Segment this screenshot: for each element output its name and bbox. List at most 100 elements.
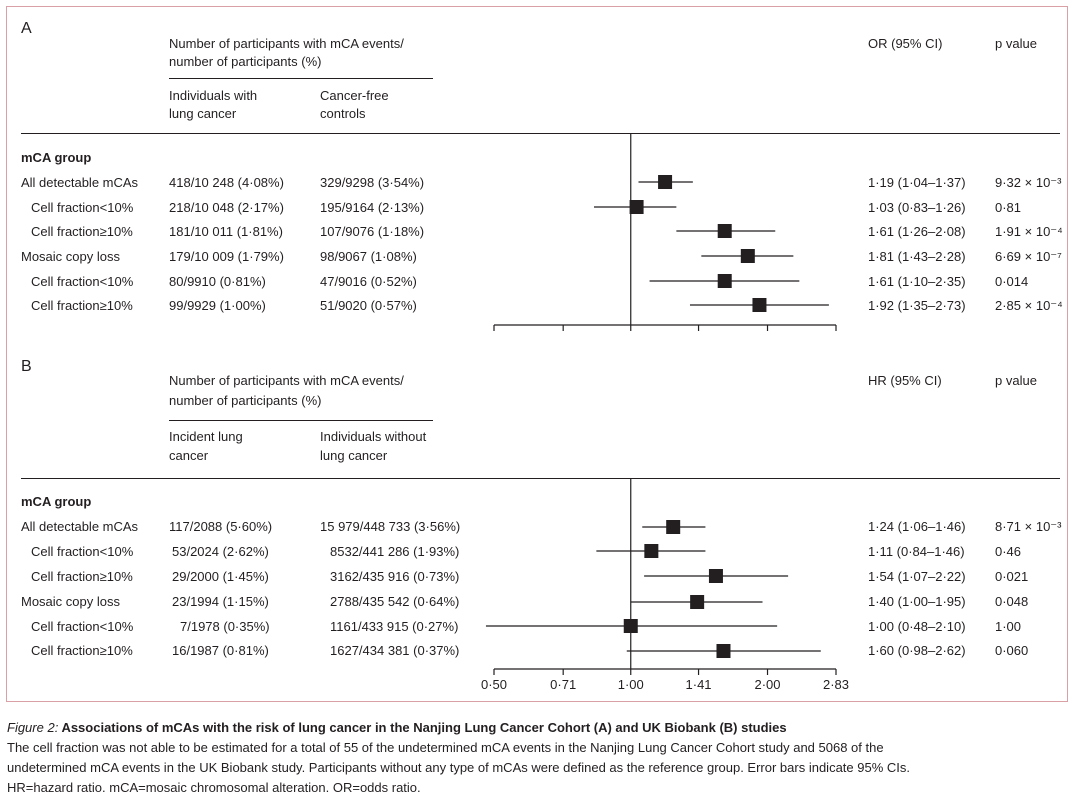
row-label: Cell fraction≥10% [31,298,133,313]
col2-header-line2: controls [320,106,366,121]
effect-value: 1·61 (1·10–2·35) [868,274,966,289]
effect-value: 1·19 (1·04–1·37) [868,175,966,190]
header-rule [169,78,433,79]
point-estimate [717,224,732,238]
row-label: Cell fraction<10% [31,544,134,559]
col1-value: 117/2088 (5·60%) [169,519,273,534]
row-label: Cell fraction≥10% [31,224,133,239]
col2-header-line1: Cancer-free [320,88,389,103]
effect-value: 1·60 (0·98–2·62) [868,643,966,658]
point-estimate [644,544,659,558]
p-value: 0·46 [995,544,1022,559]
effect-value: 1·03 (0·83–1·26) [868,200,966,215]
header-rule [169,420,433,421]
p-value: 1·00 [995,619,1022,634]
point-estimate [629,200,644,214]
effect-value: 1·40 (1·00–1·95) [868,594,966,609]
p-value: 0·048 [995,594,1029,609]
col1-header-line2: cancer [169,448,209,463]
col1-value: 179/10 009 (1·79%) [169,249,284,264]
col2-value: 195/9164 (2·13%) [320,200,425,215]
effect-value: 1·92 (1·35–2·73) [868,298,966,313]
point-estimate [717,274,732,288]
row-label: Cell fraction<10% [31,200,134,215]
x-tick-label: 2·83 [823,677,849,692]
row-label: All detectable mCAs [21,175,139,190]
x-tick-label: 1·00 [618,677,644,692]
row-label: Cell fraction≥10% [31,569,133,584]
group-header-line1: Number of participants with mCA events/ [169,373,404,388]
p-value: 0·014 [995,274,1029,289]
point-estimate [690,595,705,609]
col2-value: 3162/435 916 (0·73%) [330,569,460,584]
caption-line: undetermined mCA events in the UK Bioban… [7,760,910,775]
p-value: 2·85 × 10⁻⁴ [995,298,1063,313]
figure-title: Associations of mCAs with the risk of lu… [58,720,787,735]
group-label: mCA group [21,494,92,509]
col1-value: 23/1994 (1·15%) [172,594,269,609]
figure-caption-title: Figure 2: Associations of mCAs with the … [7,718,787,738]
x-tick-label: 2·00 [754,677,780,692]
col2-value: 329/9298 (3·54%) [320,175,425,190]
table-rule [21,133,1060,134]
col2-value: 2788/435 542 (0·64%) [330,594,460,609]
row-label: Cell fraction<10% [31,274,134,289]
panel-label: A [21,20,32,37]
table-rule [21,478,1060,479]
col1-header-line1: Individuals with [169,88,258,103]
point-estimate [716,644,731,658]
group-header-line1: Number of participants with mCA events/ [169,36,404,51]
figure-number: Figure 2: [7,720,59,735]
point-estimate [658,175,673,189]
col1-value: 16/1987 (0·81%) [172,643,269,658]
col2-value: 15 979/448 733 (3·56%) [320,519,461,534]
p-value: 9·32 × 10⁻³ [995,175,1062,190]
effect-header: HR (95% CI) [868,373,942,388]
caption-line: HR=hazard ratio. mCA=mosaic chromosomal … [7,780,421,795]
col2-value: 98/9067 (1·08%) [320,249,417,264]
col1-value: 418/10 248 (4·08%) [169,175,284,190]
row-label: Mosaic copy loss [21,594,120,609]
effect-value: 1·61 (1·26–2·08) [868,224,966,239]
caption-line: The cell fraction was not able to be est… [7,740,884,755]
col2-value: 51/9020 (0·57%) [320,298,417,313]
col1-value: 53/2024 (2·62%) [172,544,269,559]
p-value: 0·060 [995,643,1029,658]
col1-value: 99/9929 (1·00%) [169,298,266,313]
p-value: 0·81 [995,200,1022,215]
col1-value: 218/10 048 (2·17%) [169,200,284,215]
x-tick-label: 0·71 [550,677,576,692]
col1-header-line1: Incident lung [169,429,243,444]
p-value: 8·71 × 10⁻³ [995,519,1062,534]
x-tick-label: 0·50 [481,677,507,692]
effect-header: OR (95% CI) [868,36,943,51]
group-header-line2: number of participants (%) [169,393,322,408]
col1-value: 7/1978 (0·35%) [180,619,270,634]
col2-value: 47/9016 (0·52%) [320,274,417,289]
x-tick-label: 1·41 [686,677,712,692]
row-label: Cell fraction≥10% [31,643,133,658]
effect-value: 1·81 (1·43–2·28) [868,249,966,264]
group-header-line2: number of participants (%) [169,54,322,69]
p-value-header: p value [995,373,1037,388]
col2-value: 8532/441 286 (1·93%) [330,544,460,559]
effect-value: 1·11 (0·84–1·46) [868,544,965,559]
col2-value: 1627/434 381 (0·37%) [330,643,460,658]
row-label: Mosaic copy loss [21,249,120,264]
point-estimate [623,619,638,633]
col2-value: 107/9076 (1·18%) [320,224,425,239]
row-label: Cell fraction<10% [31,619,134,634]
effect-value: 1·24 (1·06–1·46) [868,519,966,534]
col2-header-line1: Individuals without [320,429,427,444]
p-value: 1·91 × 10⁻⁴ [995,224,1063,239]
group-label: mCA group [21,150,92,165]
p-value: 6·69 × 10⁻⁷ [995,249,1062,264]
p-value-header: p value [995,36,1037,51]
col1-value: 80/9910 (0·81%) [169,274,266,289]
point-estimate [752,298,767,312]
col2-value: 1161/433 915 (0·27%) [330,619,459,634]
point-estimate [708,569,723,583]
col2-header-line2: lung cancer [320,448,388,463]
effect-value: 1·00 (0·48–2·10) [868,619,966,634]
